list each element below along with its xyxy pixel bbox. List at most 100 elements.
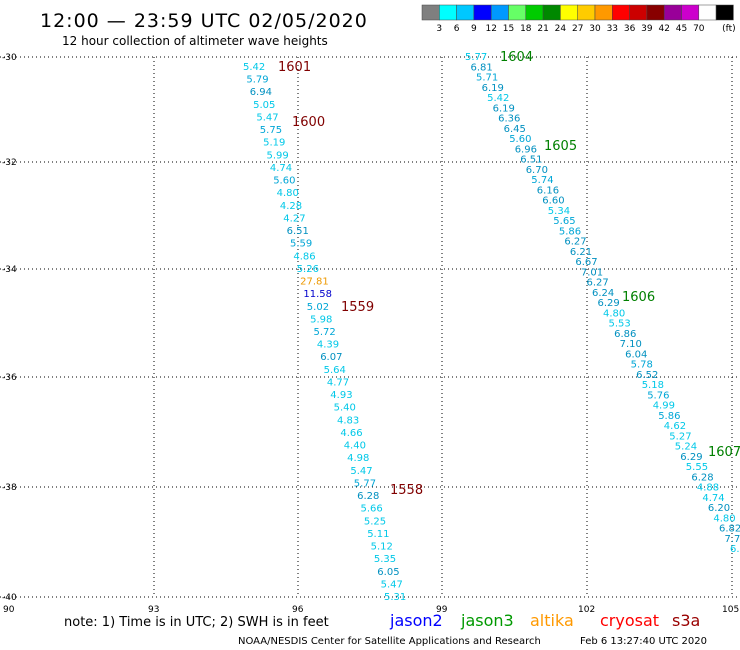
wave-height-value: 5.24 [675,442,697,453]
wave-height-value: 6. [730,544,740,555]
wave-height-value: 5.47 [350,466,372,477]
wave-height-value: 6.86 [614,329,636,340]
lat-label: -30 [2,53,17,63]
wave-height-value: 6.21 [570,247,592,258]
wave-height-value: 5.12 [371,542,393,553]
wave-height-value: 5.47 [256,113,278,124]
wave-height-value: 6.52 [636,370,658,381]
wave-height-value: 5.42 [243,62,265,73]
color-scale-label: 3 [436,24,442,34]
color-swatch [490,4,509,21]
color-swatch [698,4,717,21]
color-scale-legend: 3 6 9 12 15 18 21 24 27 30 33 36 39 42 45 70 (ft) [421,4,736,34]
satellite-s3a: s3a [672,611,700,630]
color-swatch [456,4,475,21]
wave-height-value: 5.79 [246,75,268,86]
wave-height-value: 4.80 [277,188,299,199]
color-scale-label: 9 [471,24,477,34]
wave-height-value: 5.18 [642,380,664,391]
wave-height-value: 6.70 [526,165,548,176]
wave-height-value: 5.05 [253,100,275,111]
color-scale-label: 42 [658,24,669,34]
wave-height-value: 5.65 [553,216,575,227]
wave-height-value: 4.98 [347,453,369,464]
units-note: note: 1) Time is in UTC; 2) SWH is in fe… [64,615,329,630]
color-scale-label: 15 [503,24,514,34]
wave-height-value: 4.83 [337,415,359,426]
color-scale-label: 33 [607,24,618,34]
color-scale-label: 21 [537,24,548,34]
wave-height-value: 6.60 [542,196,564,207]
lat-lon-grid [0,56,740,598]
wave-height-value: 4.86 [293,251,315,262]
track-b-values: 5.776.815.716.195.426.196.366.455.606.96… [465,52,740,555]
wave-height-value: 27.81 [300,277,329,288]
pass-label-1558: 1558 [390,483,423,498]
wave-height-value: 6.24 [592,288,614,299]
color-swatch [715,4,734,21]
wave-height-value: 5.27 [669,431,691,442]
wave-height-value: 7.01 [581,267,603,278]
color-scale-label: 24 [555,24,567,34]
color-scale-label: 30 [589,24,601,34]
lat-label: -32 [2,158,17,168]
color-scale-label: 27 [572,24,583,34]
wave-height-value: 5.76 [647,390,669,401]
track-a-values: 5.425.796.945.055.475.755.195.994.745.60… [243,62,406,603]
pass-label-1601: 1601 [278,60,311,75]
wave-height-value: 4.99 [653,401,675,412]
color-swatch [629,4,648,21]
wave-height-value: 6.27 [564,237,586,248]
wave-height-value: 5.66 [361,504,383,515]
wave-height-value: 7.10 [620,339,642,350]
lon-label: 105 [722,605,739,615]
pass-label-1607: 1607 [708,445,740,460]
lat-label: -38 [2,483,17,493]
footer-credit: NOAA/NESDIS Center for Satellite Applica… [238,636,541,647]
color-swatch [594,4,613,21]
wave-height-value: 6.29 [598,298,620,309]
wave-height-value: 6.51 [520,155,542,166]
color-scale-label: 6 [454,24,460,34]
color-scale-label: 70 [693,24,705,34]
wave-height-value: 5.26 [297,264,319,275]
lon-label: 90 [3,605,15,615]
wave-height-value: 6.04 [625,349,647,360]
wave-height-value: 11.58 [303,289,332,300]
wave-height-value: 6.45 [504,124,526,135]
color-scale-label: 18 [520,24,532,34]
color-swatch [421,4,440,21]
pass-label-1600: 1600 [292,115,325,130]
wave-height-value: 6.67 [575,257,597,268]
wave-height-value: 5.47 [381,579,403,590]
wave-height-value: 5.59 [290,239,312,250]
satellite-altika: altika [530,611,574,630]
wave-height-value: 5.31 [384,592,406,603]
wave-height-value: 4.27 [283,213,305,224]
wave-height-value: 6.20 [708,503,730,514]
color-swatch [508,4,527,21]
wave-height-value: 5.74 [531,175,553,186]
wave-height-value: 6.96 [515,144,537,155]
wave-height-value: 4.88 [697,483,719,494]
lon-label: 96 [292,605,304,615]
color-scale-label: 45 [676,24,687,34]
wave-height-value: 5.78 [631,360,653,371]
color-swatch [542,4,561,21]
lon-label: 93 [148,605,159,615]
wave-height-value: 5.34 [548,206,570,217]
wave-height-value: 7.73 [725,534,740,545]
wave-height-value: 4.74 [702,493,724,504]
wave-height-value: 6.16 [537,185,559,196]
wave-height-value: 6.19 [493,103,515,114]
wave-height-value: 6.28 [691,472,713,483]
wave-height-value: 5.99 [267,150,289,161]
satellite-legend: jason2 jason3 altika cryosat s3a [389,611,700,630]
wave-height-value: 6.07 [320,352,342,363]
wave-height-value: 5.55 [686,462,708,473]
color-swatch [525,4,544,21]
lon-label: 102 [578,605,595,615]
color-swatch [560,4,578,21]
wave-height-value: 4.40 [344,441,366,452]
